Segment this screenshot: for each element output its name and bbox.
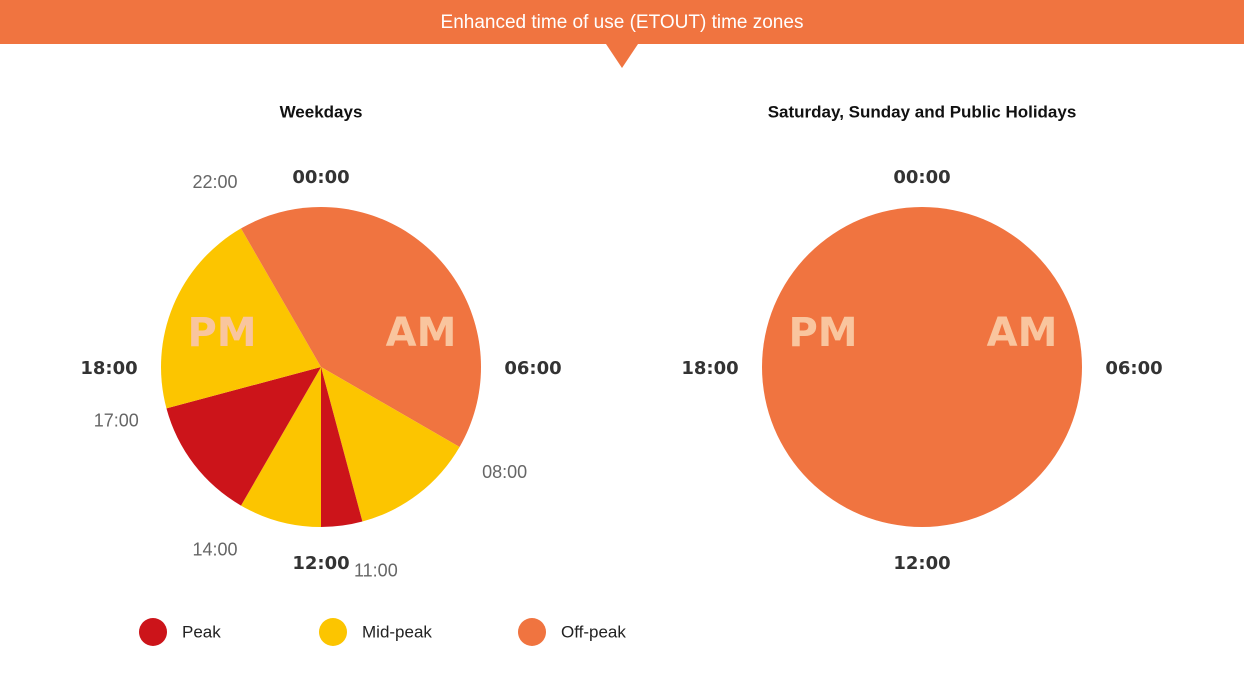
half-label: AM: [987, 310, 1058, 356]
time-label: 17:00: [94, 411, 139, 431]
time-label: 11:00: [354, 561, 398, 581]
pie-slice: [321, 367, 363, 527]
legend-label: Off-peak: [561, 622, 626, 641]
pie-slice: [321, 207, 481, 447]
header-bar: [0, 0, 1244, 44]
pie-slice: [762, 207, 1082, 527]
pie-slice: [321, 367, 460, 522]
header-pointer: [606, 44, 638, 68]
legend-label: Mid-peak: [362, 622, 432, 641]
legend-swatch: [139, 618, 167, 646]
legend-label: Peak: [182, 622, 221, 641]
pie-slice: [241, 207, 321, 367]
time-label: 14:00: [192, 539, 237, 559]
half-label: PM: [788, 310, 857, 356]
quarter-label: 12:00: [893, 553, 950, 574]
quarter-label: 00:00: [292, 167, 349, 188]
pie-slice: [160, 228, 321, 409]
quarter-label: 06:00: [504, 358, 561, 379]
time-label: 08:00: [482, 462, 527, 482]
quarter-label: 00:00: [893, 167, 950, 188]
quarter-label: 06:00: [1105, 358, 1162, 379]
quarter-label: 18:00: [80, 358, 137, 379]
pie-slice: [241, 367, 321, 527]
quarter-label: 18:00: [681, 358, 738, 379]
legend-swatch: [518, 618, 546, 646]
half-label: AM: [386, 310, 457, 356]
legend-swatch: [319, 618, 347, 646]
header-title: Enhanced time of use (ETOUT) time zones: [441, 12, 804, 33]
pie-slice: [166, 367, 321, 506]
half-label: PM: [187, 310, 256, 356]
time-label: 22:00: [192, 172, 237, 192]
chart-title: Saturday, Sunday and Public Holidays: [768, 102, 1077, 121]
quarter-label: 12:00: [292, 553, 349, 574]
chart-title: Weekdays: [280, 102, 363, 121]
